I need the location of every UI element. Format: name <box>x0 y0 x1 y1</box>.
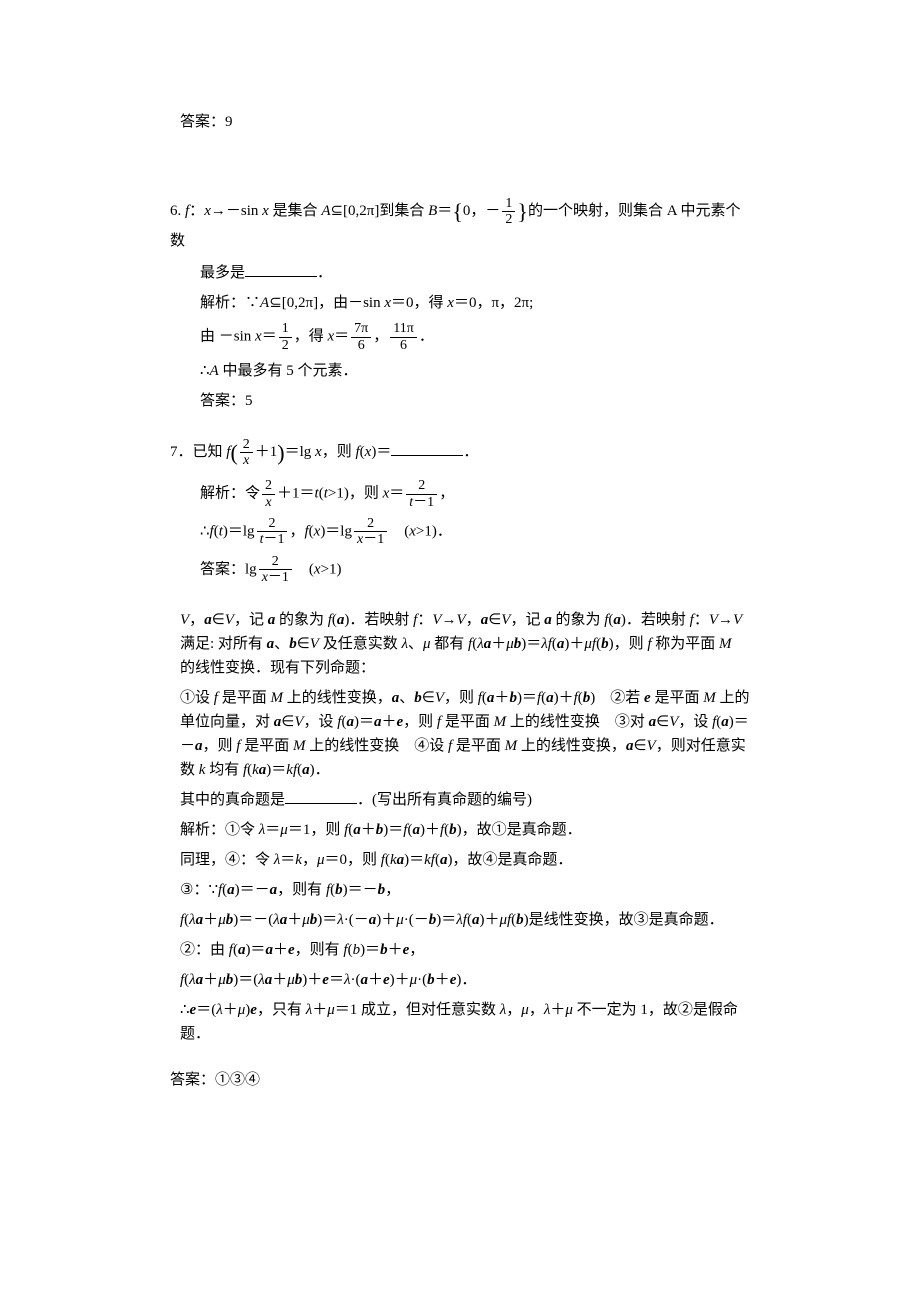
fraction: 2t－1 <box>257 516 288 548</box>
answer-label: 答案： <box>200 393 245 409</box>
p3-suffix: ．(写出所有真命题的编号) <box>357 792 532 808</box>
solution-label: 解析： <box>200 295 245 311</box>
p3-text: 其中的真命题是 <box>180 792 285 808</box>
page-content: 答案：9 6. f：x→－sin x 是集合 A⊆[0,2π]到集合 B＝{0，… <box>0 0 920 1158</box>
q6-solution-1: 解析：∵A⊆[0,2π]，由－sin x＝0，得 x＝0，π，2π; <box>170 291 750 315</box>
fraction: 2x <box>240 437 253 469</box>
q7-answer: 答案：lg2x－1 (x>1) <box>170 554 750 586</box>
passage-sol-5: ②：由 f(a)＝a＋e，则有 f(b)＝b＋e， <box>180 938 750 962</box>
q6-stem: 6. f：x→－sin x 是集合 A⊆[0,2π]到集合 B＝{0，－12}的… <box>170 194 750 253</box>
fraction: 11π6 <box>390 321 417 353</box>
passage-sol-7: ∴e＝(λ＋μ)e，只有 λ＋μ＝1 成立，但对任意实数 λ，μ，λ＋μ 不一定… <box>180 998 750 1046</box>
fill-blank <box>245 261 317 277</box>
fill-blank <box>285 788 357 804</box>
solution-label: 解析： <box>200 485 245 501</box>
q6-period: ． <box>317 265 332 281</box>
passage-p2: ①设 f 是平面 M 上的线性变换，a、b∈V，则 f(a＋b)＝f(a)＋f(… <box>180 686 750 782</box>
q7-solution-1: 解析：令2x＋1＝t(t>1)，则 x＝2t－1， <box>170 478 750 510</box>
fraction: 2x <box>262 478 275 510</box>
right-brace-icon: } <box>517 199 528 224</box>
q7-stem: 7．已知 f(2x＋1)＝lg x，则 f(x)＝． <box>170 435 750 470</box>
fraction: 2t－1 <box>406 478 437 510</box>
passage-sol-2: 同理，④：令 λ＝k，μ＝0，则 f(ka)＝kf(a)，故④是真命题． <box>180 848 750 872</box>
fraction: 12 <box>502 196 515 228</box>
question-7: 7．已知 f(2x＋1)＝lg x，则 f(x)＝． 解析：令2x＋1＝t(t>… <box>170 435 750 586</box>
fraction: 12 <box>279 321 292 353</box>
passage-sol-6: f(λa＋μb)＝(λa＋μb)＋e＝λ·(a＋e)＋μ·(b＋e)． <box>180 968 750 992</box>
solution-label: 解析： <box>180 822 225 838</box>
top-answer: 答案：9 <box>170 110 750 134</box>
passage-p1: V，a∈V，记 a 的象为 f(a)．若映射 f：V→V，a∈V，记 a 的象为… <box>180 608 750 680</box>
q7-solution-2: ∴f(t)＝lg2t－1，f(x)＝lg2x－1 (x>1)． <box>170 516 750 548</box>
left-paren-icon: ( <box>230 440 237 465</box>
passage-block: V，a∈V，记 a 的象为 f(a)．若映射 f：V→V，a∈V，记 a 的象为… <box>170 608 750 1046</box>
q6-number: 6. <box>170 203 185 219</box>
passage-sol-4: f(λa＋μb)＝－(λa＋μb)＝λ·(－a)＋μ·(－b)＝λf(a)＋μf… <box>180 908 750 932</box>
answer-value: 9 <box>225 114 233 130</box>
q6-solution-3: ∴A 中最多有 5 个元素． <box>170 359 750 383</box>
right-paren-icon: ) <box>277 440 284 465</box>
q6-line2-text: 最多是 <box>200 265 245 281</box>
q6-stem-line2: 最多是 ． <box>170 261 750 285</box>
q6-solution-2: 由 －sin x＝12，得 x＝7π6，11π6． <box>170 321 750 353</box>
answer-label: 答案： <box>170 1072 215 1088</box>
fraction: 7π6 <box>351 321 371 353</box>
answer-label: 答案： <box>180 114 225 130</box>
final-answer: 答案：①③④ <box>170 1068 750 1092</box>
left-brace-icon: { <box>452 199 463 224</box>
answer-label: 答案： <box>200 561 245 577</box>
question-6: 6. f：x→－sin x 是集合 A⊆[0,2π]到集合 B＝{0，－12}的… <box>170 194 750 413</box>
passage-sol-3: ③：∵f(a)＝－a，则有 f(b)＝－b， <box>180 878 750 902</box>
answer-value: 5 <box>245 393 253 409</box>
fill-blank <box>391 440 463 456</box>
passage-sol-1: 解析：①令 λ＝μ＝1，则 f(a＋b)＝f(a)＋f(b)，故①是真命题． <box>180 818 750 842</box>
q7-number: 7． <box>170 444 193 460</box>
answer-value: ①③④ <box>215 1072 260 1088</box>
passage-p3: 其中的真命题是 ．(写出所有真命题的编号) <box>180 788 750 812</box>
fraction: 2x－1 <box>354 516 387 548</box>
q6-answer: 答案：5 <box>170 389 750 413</box>
fraction: 2x－1 <box>259 554 292 586</box>
